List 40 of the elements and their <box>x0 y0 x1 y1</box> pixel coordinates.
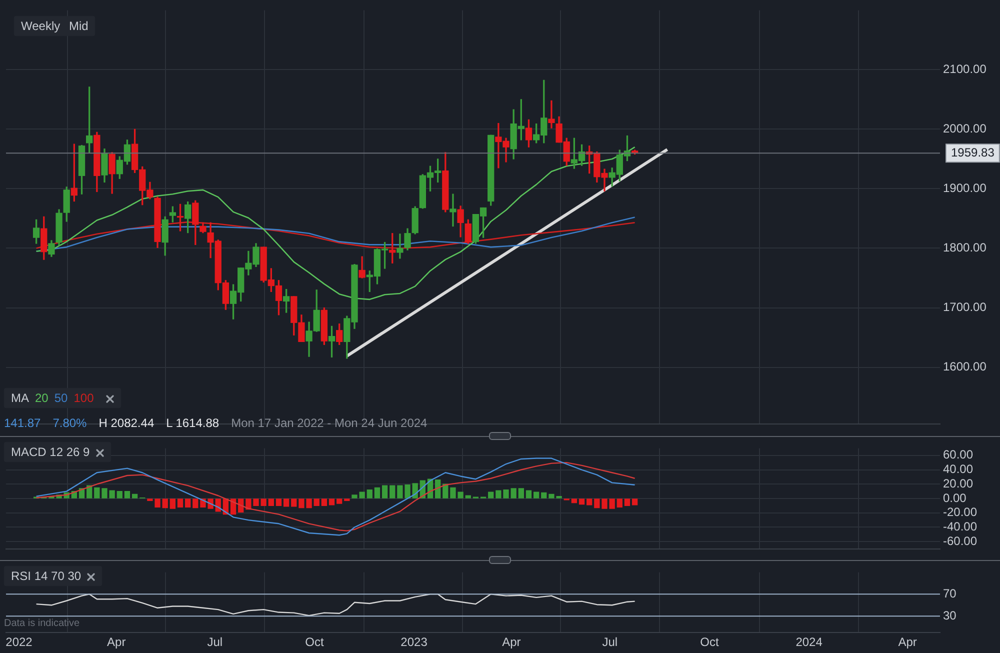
x-tick-label: 2024 <box>796 635 823 650</box>
x-tick-label: Oct <box>305 635 324 650</box>
chart-title: RSI 14 70 30 <box>11 569 82 583</box>
x-tick-label: Apr <box>107 635 126 650</box>
y-tick-label: 1600.00 <box>943 360 987 374</box>
annotation: Mon 17 Jan 2022 - Mon 24 Jun 2024 <box>231 416 428 430</box>
y-tick-label: 1700.00 <box>943 300 987 314</box>
annotation: Mid <box>62 16 96 36</box>
x-tick-label: 2022 <box>6 635 33 650</box>
annotation: 141.87 <box>4 416 41 430</box>
x-tick-label: Jul <box>602 635 618 650</box>
y-tick-label: 30 <box>943 608 957 622</box>
y-tick-label: 40.00 <box>943 462 974 476</box>
annotation: L 1614.88 <box>166 416 220 430</box>
annotation: Data is indicative <box>4 618 80 629</box>
ref-line-label: 1959.83 <box>951 145 995 160</box>
y-tick-label: 1800.00 <box>943 240 987 255</box>
legend-title: MA <box>11 391 29 405</box>
y-tick-label: -60.00 <box>943 534 978 548</box>
chart-title: MACD 12 26 9 <box>11 445 90 459</box>
x-tick-label: Apr <box>502 635 521 650</box>
y-tick-label: 2100.00 <box>943 62 987 76</box>
annotation: 7.80% <box>52 416 87 430</box>
annotation: H 2082.44 <box>98 416 154 430</box>
x-tick-label: Oct <box>700 635 720 650</box>
y-tick-label: 1900.00 <box>943 181 987 196</box>
y-tick-label: 0.00 <box>943 490 967 505</box>
y-tick-label: -40.00 <box>943 520 978 534</box>
y-tick-label: -20.00 <box>943 505 978 520</box>
x-tick-label: 2023 <box>400 635 428 650</box>
y-tick-label: 60.00 <box>943 448 974 462</box>
y-tick-label: 70 <box>943 586 957 600</box>
text: 50 <box>54 391 68 405</box>
x-tick-label: Apr <box>898 635 917 650</box>
x-tick-label: Jul <box>207 635 223 650</box>
y-tick-label: 2000.00 <box>943 122 987 136</box>
annotation: Weekly <box>14 16 68 36</box>
text: 20 <box>35 391 48 405</box>
y-tick-label: 20.00 <box>943 476 974 490</box>
text: 100 <box>74 391 94 405</box>
